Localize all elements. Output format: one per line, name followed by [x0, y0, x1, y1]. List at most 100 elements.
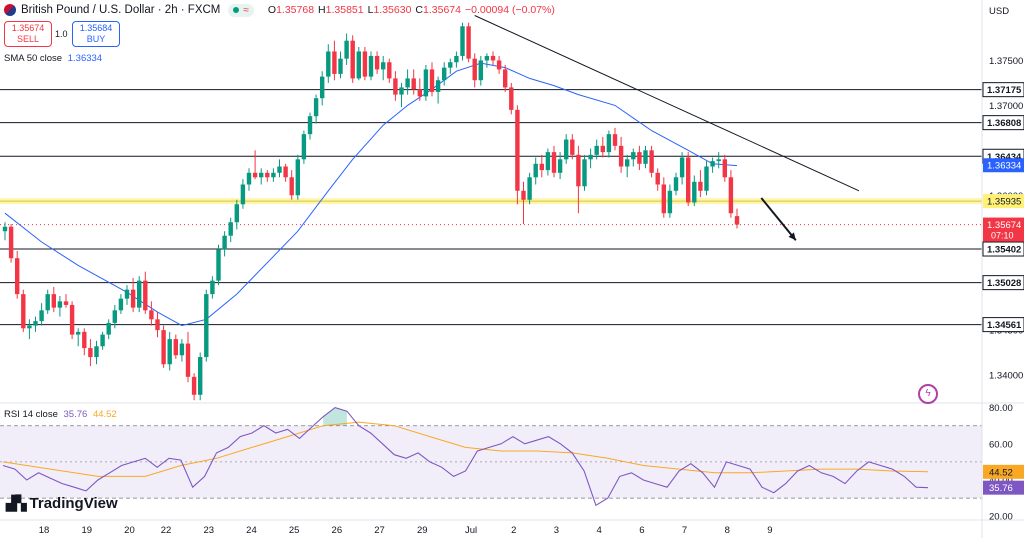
candle-body	[2, 226, 8, 232]
candle	[600, 136, 605, 158]
candle	[472, 53, 477, 88]
rsi-legend[interactable]: RSI 14 close 35.76 44.52	[4, 409, 117, 420]
candle	[734, 208, 740, 229]
time-axis: 18 19 20 22 23 24 25 26 27 29 Jul 2 3 4 6 7 8 9	[0, 519, 1024, 536]
tradingview-logo[interactable]: ▟▚ TradingView	[6, 495, 118, 512]
candle	[39, 303, 44, 326]
candle-body	[472, 58, 477, 81]
candle	[112, 304, 117, 329]
rsi-value-label: 35.76	[989, 483, 1013, 494]
candle	[149, 301, 154, 326]
candle-body	[320, 76, 325, 99]
candle	[466, 22, 471, 63]
candle-body	[179, 343, 185, 356]
candle-body	[618, 145, 624, 167]
level-label-box	[982, 241, 1024, 257]
level-label: 1.36434	[987, 152, 1022, 163]
candle	[356, 46, 361, 81]
candle	[710, 157, 715, 173]
candle-body	[393, 78, 398, 95]
candle	[612, 127, 618, 151]
candle	[429, 62, 435, 97]
candle	[539, 154, 544, 178]
sma-legend[interactable]: SMA 50 close 1.36334	[4, 53, 102, 64]
bar-countdown: 07:10	[991, 231, 1014, 241]
candle-body	[710, 161, 715, 167]
ohlc-key: H	[318, 4, 326, 16]
candle-body	[94, 346, 99, 358]
candle	[63, 294, 69, 308]
level-label-box	[982, 115, 1024, 131]
candle	[564, 134, 569, 164]
candle	[76, 328, 81, 347]
candle	[246, 168, 252, 191]
candle-body	[173, 339, 178, 356]
candle-body	[313, 98, 319, 117]
candle	[240, 179, 246, 209]
candle-body	[15, 258, 20, 295]
candle	[167, 331, 172, 371]
support-zone-label: 1.35935	[987, 197, 1021, 208]
candle	[69, 301, 75, 340]
time-tick-label: 4	[597, 525, 602, 536]
candle-body	[637, 152, 642, 164]
candle	[2, 222, 8, 241]
level-label: 1.37175	[987, 85, 1022, 96]
trade-quantity[interactable]: 1.0	[55, 29, 68, 39]
candle	[33, 316, 38, 332]
candle	[399, 82, 404, 108]
candle	[326, 44, 331, 83]
candle-body	[405, 78, 410, 88]
candle-body	[69, 304, 75, 335]
level-label: 1.34561	[987, 320, 1022, 331]
price-tick-label: 1.37500	[989, 56, 1023, 67]
candle	[509, 82, 514, 115]
currency-label[interactable]: USD	[989, 6, 1010, 17]
candle-body	[527, 177, 532, 200]
candle-body	[326, 51, 331, 77]
candle-body	[112, 310, 117, 323]
candle-body	[496, 60, 502, 70]
candle-body	[478, 60, 483, 81]
lightning-icon[interactable]: ϟ	[918, 384, 938, 404]
rsi-line	[2, 406, 929, 507]
candle-body	[252, 172, 258, 178]
candle-body	[606, 134, 612, 153]
price-axis: 1.375001.370001.360001.355001.350001.345…	[981, 0, 1024, 538]
candle-body	[222, 235, 227, 250]
candle-body	[570, 139, 575, 155]
candle-body	[576, 154, 581, 187]
candle-body	[350, 40, 355, 79]
candle-body	[33, 321, 38, 326]
time-tick-label: 19	[81, 525, 92, 536]
candle-body	[661, 184, 666, 214]
arrow-head	[788, 232, 796, 241]
buy-button[interactable]: 1.35684 BUY	[72, 21, 120, 47]
candle	[124, 285, 130, 305]
candle-body	[679, 157, 685, 178]
candle	[570, 134, 575, 160]
candle-body	[716, 159, 721, 162]
time-tick-label: 20	[124, 525, 135, 536]
sma-price-label: 1.36334	[987, 161, 1021, 172]
candle	[228, 217, 233, 243]
candle	[411, 69, 416, 95]
sell-button[interactable]: 1.35674 SELL	[4, 21, 52, 47]
candle	[649, 145, 654, 178]
candle	[515, 105, 520, 205]
candle-body	[667, 190, 673, 214]
candle-body	[686, 157, 691, 203]
sma-legend-value: 1.36334	[67, 53, 103, 64]
candle	[350, 35, 355, 83]
candle-body	[417, 89, 422, 97]
candle-body	[63, 301, 69, 305]
market-status-icon[interactable]: ≈	[228, 3, 254, 17]
candle-body	[76, 331, 81, 335]
candle	[313, 94, 319, 124]
candle-body	[338, 58, 343, 74]
symbol-title[interactable]: British Pound / U.S. Dollar · 2h · FXCM	[21, 4, 221, 16]
candle	[265, 170, 270, 182]
candle	[405, 69, 410, 95]
time-tick-label: 29	[417, 525, 428, 536]
candle	[277, 159, 282, 178]
